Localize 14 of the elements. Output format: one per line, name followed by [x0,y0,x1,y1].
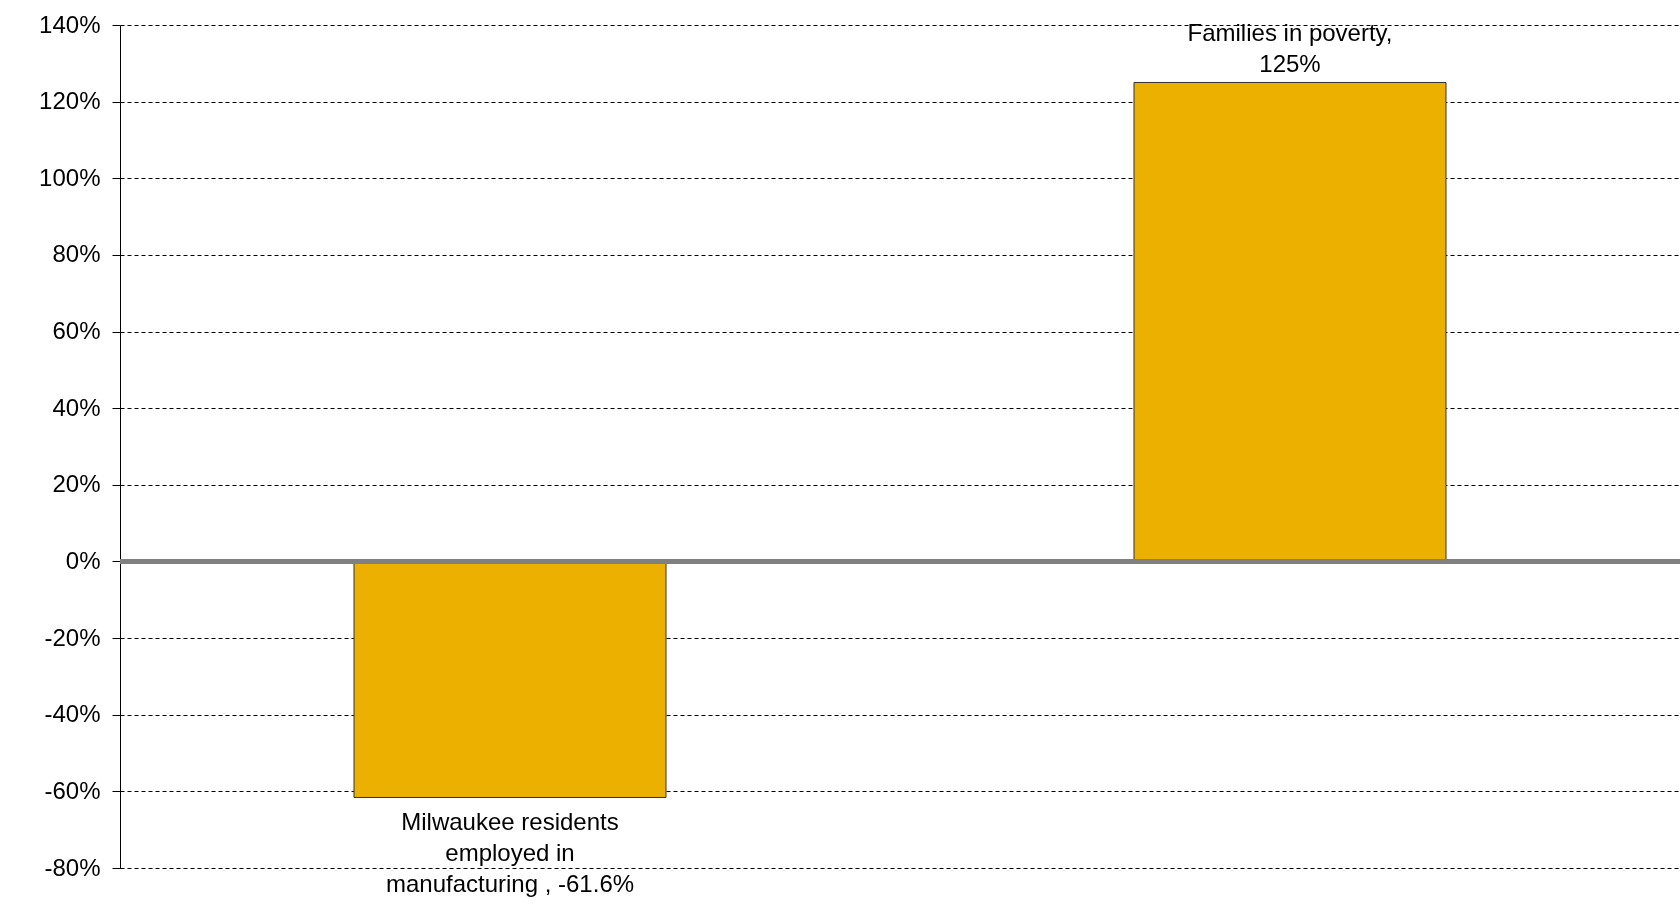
data-label: Families in poverty, 125% [1187,19,1393,78]
y-tick-label: -60% [44,776,101,804]
y-tick-label: 100% [39,163,101,191]
y-tick-label: 140% [39,10,101,38]
y-tick-label: 120% [39,87,101,115]
y-tick-label: -40% [44,700,101,728]
y-tick-label: 40% [52,393,101,421]
y-tick-label: -20% [44,623,101,651]
y-tick-label: 80% [52,240,101,268]
y-tick-label: 20% [52,470,101,498]
y-tick-label: 0% [65,546,101,574]
y-tick-label: 60% [52,317,101,345]
y-tick-label: -80% [44,853,101,881]
data-label: Milwaukee residents employed in manufacturing , -61.6% [385,808,635,898]
